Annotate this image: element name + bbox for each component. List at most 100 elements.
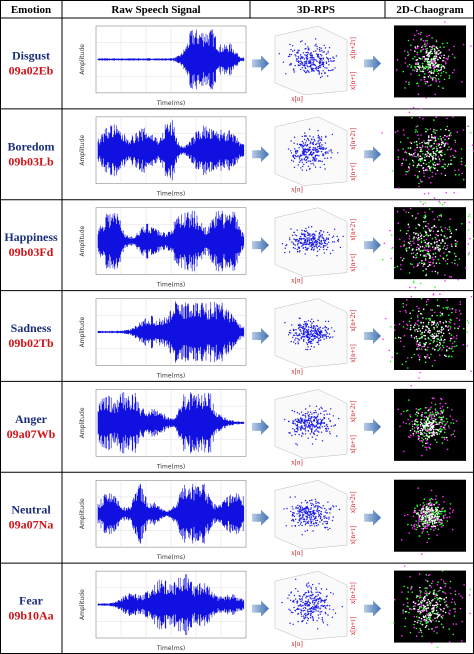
chaogram-point xyxy=(429,166,431,169)
rps-point xyxy=(320,239,323,242)
rps-point xyxy=(307,165,310,167)
rps-point xyxy=(320,412,322,415)
chaogram-point xyxy=(422,521,425,523)
rps-point xyxy=(307,346,309,348)
rps-point xyxy=(310,61,312,63)
chaogram-point xyxy=(433,248,436,251)
chaogram-point xyxy=(420,439,423,442)
chaogram-point xyxy=(444,280,446,282)
chaogram-point xyxy=(430,642,433,644)
chaogram-point xyxy=(430,602,432,604)
rps-point xyxy=(332,593,334,595)
rps-point xyxy=(305,408,307,410)
chaogram-point xyxy=(424,225,427,227)
chaogram-point xyxy=(424,67,427,70)
chaogram-point xyxy=(458,325,461,328)
rps-point xyxy=(309,418,312,420)
rps-point xyxy=(304,433,307,435)
chaogram-point xyxy=(431,139,433,141)
chaogram-point xyxy=(431,515,434,518)
chaogram-point xyxy=(435,74,438,77)
rps-point xyxy=(310,590,312,592)
chaogram-point xyxy=(415,407,418,410)
rps-point xyxy=(326,413,328,415)
chaogram-point xyxy=(419,342,421,344)
rps-point xyxy=(326,522,329,525)
rps-point xyxy=(314,498,317,501)
chaogram-point xyxy=(440,226,442,228)
rps-point xyxy=(296,58,298,61)
x-axis-label: Time(ms) xyxy=(156,191,185,198)
chaogram-point xyxy=(423,606,425,609)
rps-point xyxy=(321,148,323,150)
chaogram-point xyxy=(420,518,422,521)
rps-point xyxy=(336,435,338,437)
rps-point xyxy=(333,60,335,62)
emotion-code: 09b03Fd xyxy=(9,245,54,259)
chaogram-point xyxy=(405,250,408,252)
rps-point xyxy=(312,599,314,602)
chaogram-point xyxy=(417,156,419,158)
rps-point xyxy=(328,413,331,415)
chaogram-point xyxy=(470,131,472,134)
chaogram-point xyxy=(433,328,436,330)
chaogram-point xyxy=(430,435,433,437)
chaogram-point xyxy=(440,597,443,600)
chaogram-point xyxy=(430,416,433,419)
rps-point xyxy=(326,517,328,519)
rps-point xyxy=(303,69,305,72)
chaogram-point xyxy=(421,46,423,49)
chaogram-point xyxy=(434,52,436,54)
rps-point xyxy=(304,241,307,243)
rps-point xyxy=(331,133,334,136)
chaogram-point xyxy=(435,593,438,595)
rps-point xyxy=(323,147,325,149)
chaogram-point xyxy=(421,62,424,65)
rps-point xyxy=(313,164,315,166)
chaogram-point xyxy=(440,518,442,521)
chaogram-point xyxy=(422,325,425,328)
rps-point xyxy=(303,615,305,617)
chaogram-point xyxy=(420,611,422,614)
chaogram-point xyxy=(421,517,424,520)
chaogram-point xyxy=(435,55,438,58)
chaogram-point xyxy=(418,238,421,241)
rps-point xyxy=(289,239,291,241)
chaogram-point xyxy=(452,350,454,353)
rps-point xyxy=(309,433,311,435)
chaogram-point xyxy=(416,131,419,133)
chaogram-point xyxy=(431,498,434,501)
chaogram-point xyxy=(429,332,431,334)
chaogram-point xyxy=(424,45,426,48)
waveform xyxy=(97,120,245,181)
rps-point xyxy=(315,512,317,514)
chaogram-point xyxy=(424,334,427,337)
chaogram-point xyxy=(419,627,421,630)
rps-point xyxy=(319,418,321,420)
chaogram-point xyxy=(433,142,435,145)
rps-point xyxy=(299,63,301,65)
rps-point xyxy=(314,328,317,330)
chaogram-point xyxy=(445,418,448,420)
chaogram-point xyxy=(451,598,454,600)
rps-point xyxy=(324,511,326,513)
rps-point xyxy=(327,59,330,61)
chaogram-point xyxy=(444,260,447,262)
chaogram-point xyxy=(424,355,426,358)
rps-point xyxy=(318,431,320,433)
chaogram-point xyxy=(407,241,410,244)
rps-point xyxy=(329,336,332,338)
chaogram-point xyxy=(417,153,419,155)
chaogram-point xyxy=(397,158,399,161)
chaogram-point xyxy=(434,66,436,68)
rps-point xyxy=(308,47,310,49)
chaogram-point xyxy=(424,146,427,148)
chaogram-point xyxy=(420,606,423,609)
rps-point xyxy=(307,150,309,152)
chaogram-point xyxy=(446,520,449,522)
rps-point xyxy=(312,243,314,245)
rps-point xyxy=(320,243,323,245)
chaogram-point xyxy=(461,163,463,166)
chaogram-point xyxy=(428,506,430,509)
chaogram-point xyxy=(431,246,434,248)
